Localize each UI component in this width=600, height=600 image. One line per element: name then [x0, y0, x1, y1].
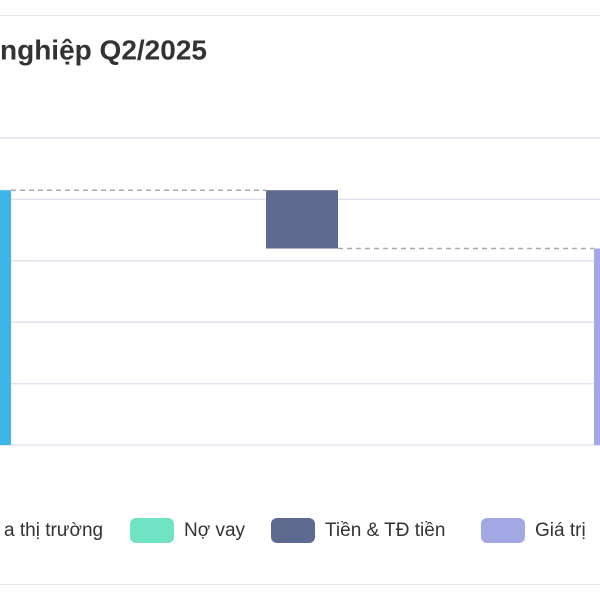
bar — [266, 190, 338, 249]
legend-swatch — [481, 518, 525, 543]
legend-label: a thị trường — [4, 520, 103, 541]
legend-swatch — [271, 518, 315, 543]
bar — [594, 248, 600, 445]
chart-title: nghiệp Q2/2025 — [0, 34, 207, 65]
legend-label: Tiền & TĐ tiền — [325, 520, 445, 541]
legend-label: Nợ vay — [184, 520, 246, 541]
legend-swatch — [130, 518, 174, 543]
bar — [0, 190, 11, 445]
legend-label: Giá trị — [535, 520, 586, 541]
card — [0, 15, 600, 585]
